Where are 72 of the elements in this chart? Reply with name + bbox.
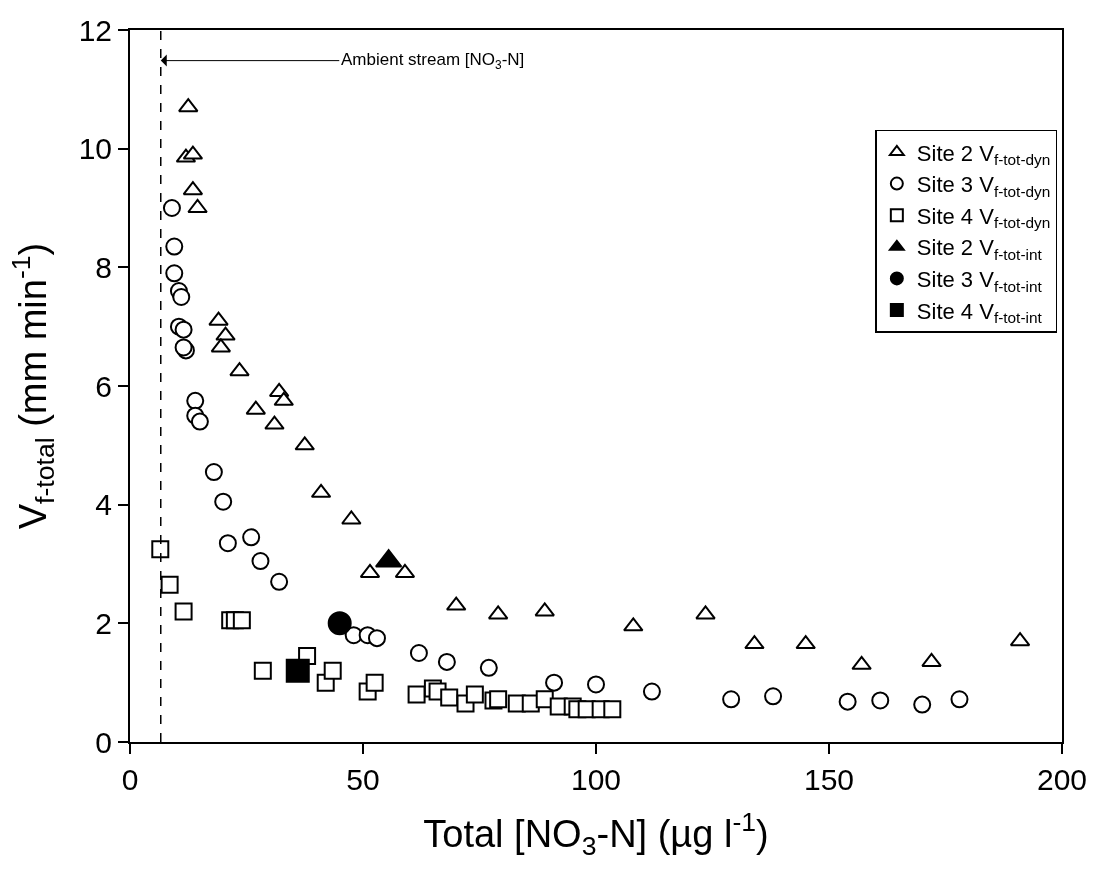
point <box>229 362 250 377</box>
point <box>913 695 932 714</box>
point <box>534 602 555 617</box>
point <box>838 692 857 711</box>
point <box>545 673 564 692</box>
point <box>327 611 352 636</box>
point <box>151 540 170 559</box>
point <box>218 534 237 553</box>
y-tick-label: 6 <box>95 369 112 403</box>
point <box>232 611 251 630</box>
point <box>174 320 193 339</box>
point <box>695 605 716 620</box>
point <box>160 575 179 594</box>
x-tick-label: 0 <box>121 763 139 796</box>
x-tick-label: 150 <box>803 763 855 796</box>
point <box>642 682 661 701</box>
x-axis-title: Total [NO$_{3}$-N] (µg l$^{-1}$) <box>423 806 769 861</box>
point <box>367 629 386 648</box>
point <box>285 658 310 683</box>
point <box>178 98 199 113</box>
point <box>190 412 209 431</box>
y-tick-label: 2 <box>95 606 112 640</box>
point <box>174 602 193 621</box>
y-tick-label: 8 <box>95 250 112 284</box>
point <box>215 326 236 341</box>
point <box>165 264 184 283</box>
point <box>186 391 205 410</box>
legend-label: Site 4 V$_{f-tot-int}$ <box>916 298 1043 327</box>
point <box>465 685 484 704</box>
point <box>323 661 342 680</box>
y-tick-label: 12 <box>78 13 112 47</box>
point <box>251 552 270 571</box>
legend-label: Site 3 V$_{f-tot-dyn}$ <box>916 172 1051 200</box>
point <box>722 690 741 709</box>
point <box>871 691 890 710</box>
point <box>409 644 428 662</box>
point <box>162 199 181 217</box>
point <box>270 572 289 591</box>
point <box>208 311 229 326</box>
x-tick-label: 200 <box>1036 763 1088 796</box>
point <box>242 528 261 547</box>
point <box>440 688 459 707</box>
point <box>764 687 783 706</box>
legend-label: Site 4 V$_{f-tot-dyn}$ <box>916 203 1051 232</box>
legend-label: Site 3 V$_{f-tot-int}$ <box>916 266 1043 295</box>
y-tick-label: 4 <box>95 488 112 522</box>
legend-label: Site 2 V$_{f-tot-dyn}$ <box>916 140 1051 169</box>
y-tick-label: 10 <box>78 132 112 166</box>
point <box>479 658 498 677</box>
point <box>165 237 184 256</box>
point <box>744 635 765 650</box>
x-tick-label: 100 <box>570 763 622 796</box>
point <box>294 436 315 451</box>
point <box>795 635 816 650</box>
point <box>950 690 969 709</box>
point <box>587 675 605 694</box>
point <box>172 288 191 306</box>
legend-label: Site 2 V$_{f-tot-int}$ <box>916 235 1043 263</box>
point <box>264 415 285 430</box>
point <box>204 463 223 482</box>
y-tick-label: 0 <box>95 725 112 759</box>
point <box>341 510 362 525</box>
point <box>623 617 644 632</box>
point <box>365 673 384 692</box>
point <box>489 690 508 709</box>
ref-line-label: Ambient stream [NO$_{3}$-N] <box>341 50 525 72</box>
x-tick-label: 50 <box>346 763 380 796</box>
point <box>253 661 272 680</box>
point <box>603 700 622 719</box>
point <box>214 492 233 511</box>
point <box>437 652 456 671</box>
point <box>407 685 426 704</box>
